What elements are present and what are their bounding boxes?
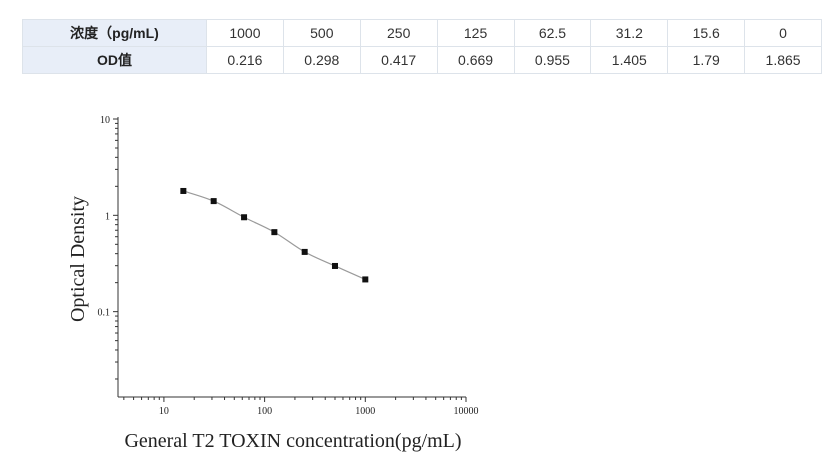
x-tick-label: 10: [159, 406, 169, 417]
x-axis-title: General T2 TOXIN concentration(pg/mL): [124, 430, 461, 452]
data-point: [331, 262, 338, 269]
x-tick-label: 10000: [454, 406, 479, 417]
data-point: [241, 214, 248, 221]
od-row: OD值 0.216 0.298 0.417 0.669 0.955 1.405 …: [22, 46, 822, 74]
od-cell: 0.216: [206, 46, 284, 74]
od-cell: 1.405: [590, 46, 669, 74]
concentration-row: 浓度（pg/mL) 1000 500 250 125 62.5 31.2 15.…: [22, 19, 822, 47]
concentration-cell: 31.2: [590, 19, 669, 47]
data-point: [362, 276, 369, 283]
data-points: [180, 187, 369, 283]
y-tick-label: 0.1: [98, 308, 111, 319]
data-point: [210, 198, 217, 205]
od-cell: 1.79: [667, 46, 746, 74]
od-cell: 0.298: [282, 46, 361, 74]
od-row-header: OD值: [22, 46, 207, 74]
concentration-cell: 1000: [206, 19, 284, 47]
axis-ticks: 10 100 1000 10000 0.1 1 10: [98, 115, 479, 417]
concentration-cell: 62.5: [513, 19, 592, 47]
data-point: [180, 187, 187, 194]
concentration-cell: 500: [282, 19, 361, 47]
od-cell: 0.417: [359, 46, 438, 74]
concentration-row-header: 浓度（pg/mL): [22, 19, 207, 47]
y-tick-label: 1: [105, 211, 110, 222]
concentration-cell: 0: [744, 19, 822, 47]
x-tick-label: 1000: [355, 406, 375, 417]
od-cell: 1.865: [744, 46, 822, 74]
y-tick-label: 10: [100, 115, 110, 126]
plot-axes: [117, 117, 466, 398]
fit-curve: [183, 190, 366, 280]
data-point: [301, 248, 308, 255]
od-data-table: 浓度（pg/mL) 1000 500 250 125 62.5 31.2 15.…: [22, 19, 822, 74]
od-cell: 0.955: [513, 46, 592, 74]
concentration-cell: 125: [436, 19, 515, 47]
od-cell: 0.669: [436, 46, 515, 74]
data-point: [271, 229, 278, 236]
y-axis-title: Optical Density: [67, 196, 89, 322]
fit-curve-group: [183, 190, 366, 280]
x-tick-label: 100: [257, 406, 272, 417]
